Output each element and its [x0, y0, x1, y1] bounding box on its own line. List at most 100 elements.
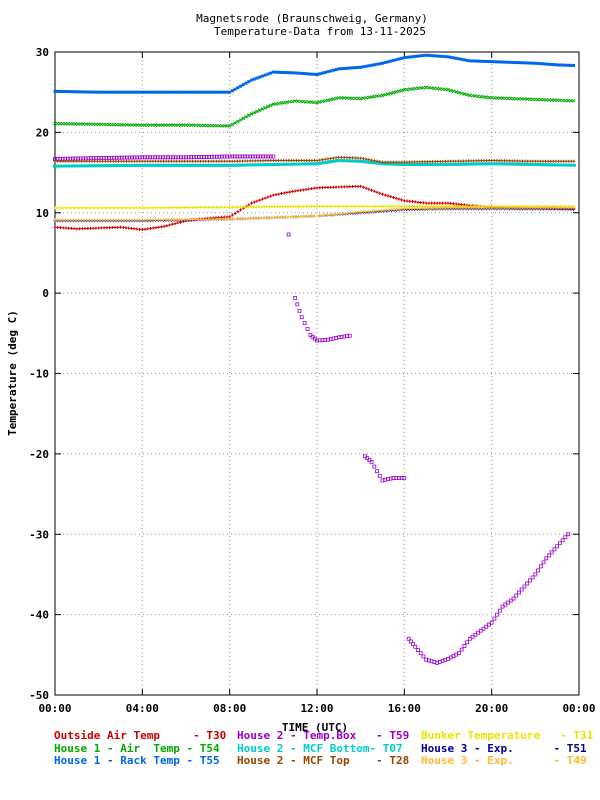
data-point [274, 159, 278, 163]
data-point [377, 209, 381, 213]
data-point [271, 154, 276, 159]
data-point [343, 211, 347, 215]
data-point [263, 196, 267, 200]
data-point [76, 164, 81, 168]
data-point [561, 63, 565, 67]
data-point [69, 218, 73, 222]
data-point [512, 162, 517, 166]
data-point [187, 163, 192, 167]
data-point [151, 206, 155, 210]
data-point [438, 206, 442, 210]
data-point [166, 155, 170, 160]
data-point [214, 205, 218, 209]
data-point [124, 159, 128, 163]
data-point [91, 226, 95, 230]
data-point [383, 193, 387, 197]
data-point [318, 72, 322, 76]
data-point [544, 159, 548, 163]
data-point [500, 159, 504, 163]
data-point [563, 63, 567, 67]
data-point [492, 616, 497, 621]
y-tick-label: -50 [29, 689, 49, 702]
data-point [270, 216, 274, 220]
data-point [263, 154, 268, 159]
data-point [140, 163, 145, 167]
data-point [180, 206, 184, 210]
data-point [206, 205, 210, 209]
data-point [275, 215, 279, 219]
data-point [176, 155, 181, 160]
data-point [336, 204, 340, 208]
data-point [415, 163, 420, 167]
data-point [435, 54, 439, 58]
data-point [140, 206, 144, 210]
data-point [367, 187, 371, 191]
data-point [85, 159, 89, 163]
data-point [148, 155, 152, 160]
data-point [336, 212, 340, 216]
data-point [223, 90, 227, 94]
data-point [289, 162, 294, 166]
data-point [94, 156, 98, 161]
data-point [435, 201, 439, 205]
data-point [296, 215, 300, 219]
data-point [227, 154, 232, 159]
data-point [150, 163, 155, 167]
data-point [102, 90, 106, 94]
data-point [429, 86, 434, 90]
data-point [457, 651, 461, 656]
data-point [291, 215, 295, 219]
x-axis: 00:00 04:00 08:00 12:00 16:00 20:00 00:00 [38, 52, 596, 715]
data-point [481, 95, 486, 99]
data-point [366, 209, 370, 213]
data-point [56, 218, 60, 222]
data-point [425, 160, 429, 164]
data-point [436, 206, 440, 210]
data-point [495, 159, 499, 163]
data-point [328, 97, 333, 102]
data-point [304, 72, 308, 76]
data-point [172, 163, 177, 167]
data-point [249, 216, 253, 220]
data-point [228, 159, 232, 163]
data-point [545, 204, 549, 208]
data-point [432, 54, 436, 58]
data-point [161, 163, 166, 167]
data-point [286, 162, 291, 166]
data-point [553, 163, 558, 167]
data-point [71, 90, 75, 94]
data-point [394, 160, 398, 164]
data-point [341, 204, 345, 208]
data-point [402, 163, 407, 167]
data-point [389, 204, 393, 208]
data-point [329, 185, 333, 189]
grid-lines [54, 51, 580, 696]
data-point [95, 206, 99, 210]
data-point [230, 163, 235, 167]
data-point [461, 206, 465, 210]
data-point [121, 163, 126, 167]
data-point [236, 205, 240, 209]
data-point [129, 226, 133, 230]
data-point [127, 163, 132, 167]
data-point [253, 154, 258, 159]
data-point [492, 159, 496, 163]
data-point [307, 162, 312, 166]
data-point [289, 159, 293, 163]
data-point [185, 218, 189, 222]
data-point [370, 158, 374, 162]
chart-title: Magnetsrode (Braunschweig, Germany) [196, 12, 428, 25]
data-point [459, 159, 463, 163]
data-point [423, 206, 427, 210]
data-point [410, 207, 414, 211]
data-point [238, 154, 242, 159]
data-point [497, 608, 502, 613]
data-point [185, 163, 190, 167]
data-point [438, 54, 442, 58]
data-point [138, 227, 142, 231]
data-point [469, 206, 473, 210]
data-point [267, 216, 271, 220]
series-t59 [53, 154, 570, 665]
data-point [497, 159, 501, 163]
data-point [69, 159, 73, 163]
